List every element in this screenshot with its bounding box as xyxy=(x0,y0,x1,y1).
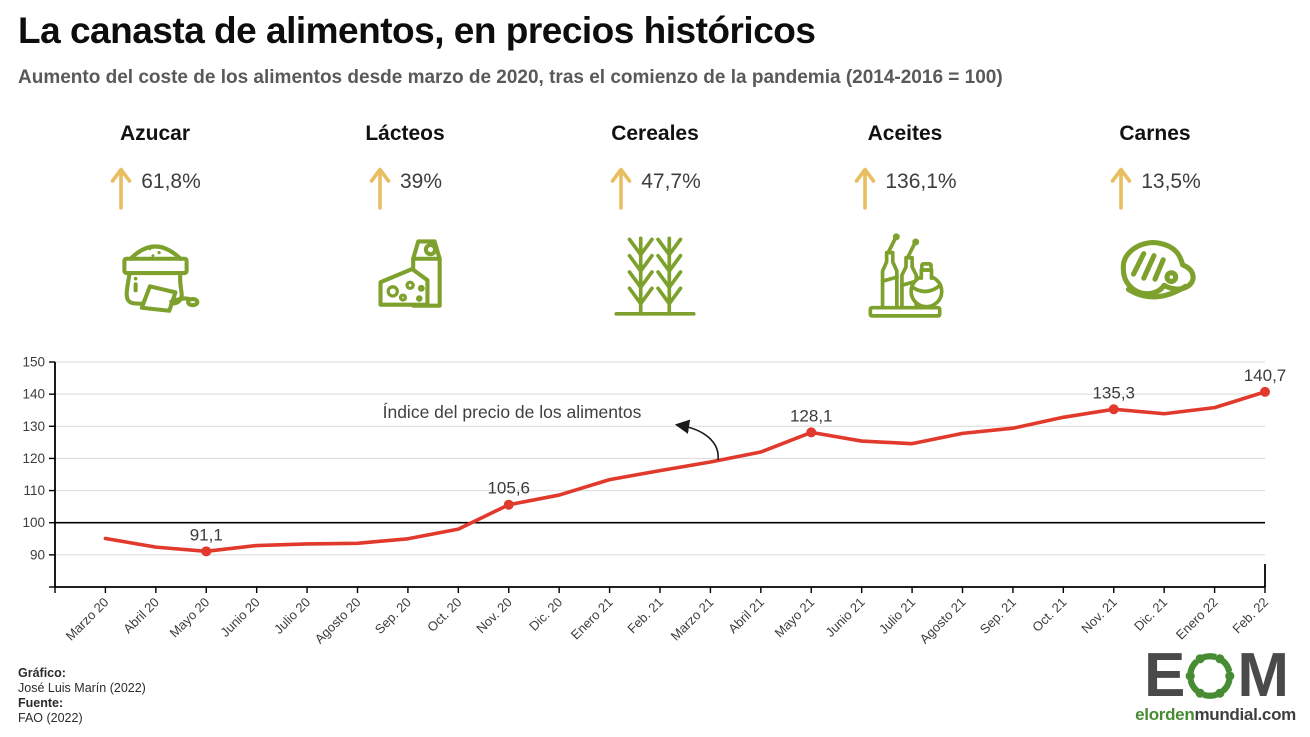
data-point-label: 105,6 xyxy=(487,479,530,498)
x-axis-label: Feb. 22 xyxy=(1229,595,1271,637)
credit-label: Gráfico: xyxy=(18,666,66,680)
y-axis-label: 100 xyxy=(22,515,45,530)
credit-value: José Luis Marín (2022) xyxy=(18,681,146,695)
data-point-label: 140,7 xyxy=(1244,366,1287,385)
x-axis-label: Junio 20 xyxy=(217,595,262,640)
data-point xyxy=(1260,386,1270,397)
up-arrow-icon xyxy=(610,167,632,210)
category-aceites: Aceites 136,1% xyxy=(780,122,1030,318)
eom-logo-letters: E M xyxy=(1144,641,1289,710)
data-point xyxy=(806,427,817,438)
price-line xyxy=(103,390,1267,554)
data-point xyxy=(1108,404,1119,415)
milk-cheese-icon xyxy=(378,239,442,308)
category-change-value: 39% xyxy=(399,170,443,193)
x-axis-label: Nov. 20 xyxy=(473,595,515,637)
wheat-icon xyxy=(614,236,696,316)
x-axis-label: Enero 21 xyxy=(568,595,616,643)
category-label: Azucar xyxy=(119,122,191,145)
x-axis-label: Enero 22 xyxy=(1173,595,1221,643)
x-axis-label: Marzo 21 xyxy=(668,595,717,644)
y-axis-label: 150 xyxy=(22,355,45,370)
source-value: FAO (2022) xyxy=(18,711,83,725)
category-label: Carnes xyxy=(1119,122,1191,145)
x-axis-label: Sep. 20 xyxy=(372,595,414,637)
logo-url-gray: mundial.com xyxy=(1194,704,1296,724)
category-cereales: Cereales 47,7% xyxy=(530,122,780,318)
x-axis-label: Julio 21 xyxy=(876,595,918,637)
sugar-bag-icon xyxy=(122,244,200,313)
x-axis-label: Marzo 20 xyxy=(63,595,112,644)
data-point xyxy=(201,546,212,557)
data-point xyxy=(503,499,514,510)
category-label: Lácteos xyxy=(365,122,445,145)
category-change-value: 61,8% xyxy=(141,170,201,193)
x-axis-label: Agosto 20 xyxy=(312,595,364,647)
annotation-arrow xyxy=(674,419,719,461)
x-axis-label: Abril 20 xyxy=(120,595,162,637)
category-change-value: 13,5% xyxy=(1141,170,1201,193)
category-azucar: Azucar 61,8% xyxy=(30,122,280,318)
x-axis-label: Junio 21 xyxy=(822,595,867,640)
page-title: La canasta de alimentos, en precios hist… xyxy=(18,10,816,51)
category-change: 13,5% xyxy=(1109,164,1201,212)
category-change: 136,1% xyxy=(853,164,957,212)
y-axis-label: 130 xyxy=(22,419,45,434)
logo-letter-m: M xyxy=(1237,641,1289,710)
x-axis-label: Mayo 20 xyxy=(166,595,212,641)
y-axis-label: 110 xyxy=(23,483,45,498)
x-axis-label: Agosto 21 xyxy=(917,595,969,647)
logo-o-circle-icon xyxy=(1186,653,1235,700)
category-label: Aceites xyxy=(867,122,943,145)
logo-url: elordenmundial.com xyxy=(1135,705,1296,725)
category-carnes: Carnes 13,5% xyxy=(1030,122,1280,318)
up-arrow-icon xyxy=(1110,167,1132,210)
data-point-label: 91,1 xyxy=(190,525,223,544)
x-axis-label: Dic. 21 xyxy=(1131,595,1170,634)
eom-logo: E M elordenmundial.com xyxy=(1135,641,1296,725)
data-point-label: 128,1 xyxy=(790,406,833,425)
up-arrow-icon xyxy=(855,167,876,210)
x-axis-label: Sep. 21 xyxy=(977,595,1019,637)
data-point-label: 135,3 xyxy=(1092,383,1135,402)
category-label: Cereales xyxy=(611,122,699,145)
category-change-value: 47,7% xyxy=(641,170,701,193)
x-axis-label: Nov. 21 xyxy=(1078,595,1120,637)
x-axis-label: Oct. 20 xyxy=(424,595,464,635)
category-change-value: 136,1% xyxy=(885,170,957,193)
x-axis-label: Abril 21 xyxy=(725,595,767,637)
x-axis-label: Oct. 21 xyxy=(1029,595,1069,635)
y-axis-label: 90 xyxy=(30,547,45,562)
up-arrow-icon xyxy=(369,167,391,210)
category-row: Azucar 61,8% xyxy=(30,122,1280,318)
category-change: 47,7% xyxy=(609,164,701,212)
page-subtitle: Aumento del coste de los alimentos desde… xyxy=(18,67,1003,88)
y-axis-label: 140 xyxy=(22,387,45,402)
credits: Gráfico: José Luis Marín (2022) Fuente: … xyxy=(18,666,146,726)
logo-url-green: elorden xyxy=(1135,704,1195,724)
steak-icon xyxy=(1120,240,1196,300)
category-change: 39% xyxy=(368,164,442,212)
x-axis-label: Feb. 21 xyxy=(624,595,666,637)
y-axis-label: 120 xyxy=(22,451,45,466)
x-axis-label: Julio 20 xyxy=(271,595,313,637)
series-annotation: Índice del precio de los alimentos xyxy=(383,402,642,422)
logo-letter-e: E xyxy=(1144,641,1185,710)
up-arrow-icon xyxy=(110,167,132,210)
x-axis-label: Dic. 20 xyxy=(526,595,565,634)
x-axis-label: Mayo 21 xyxy=(771,595,817,641)
oil-bottles-icon xyxy=(868,233,944,318)
category-change: 61,8% xyxy=(109,164,201,212)
source-label: Fuente: xyxy=(18,696,64,710)
category-lacteos: Lácteos 39% xyxy=(280,122,530,318)
